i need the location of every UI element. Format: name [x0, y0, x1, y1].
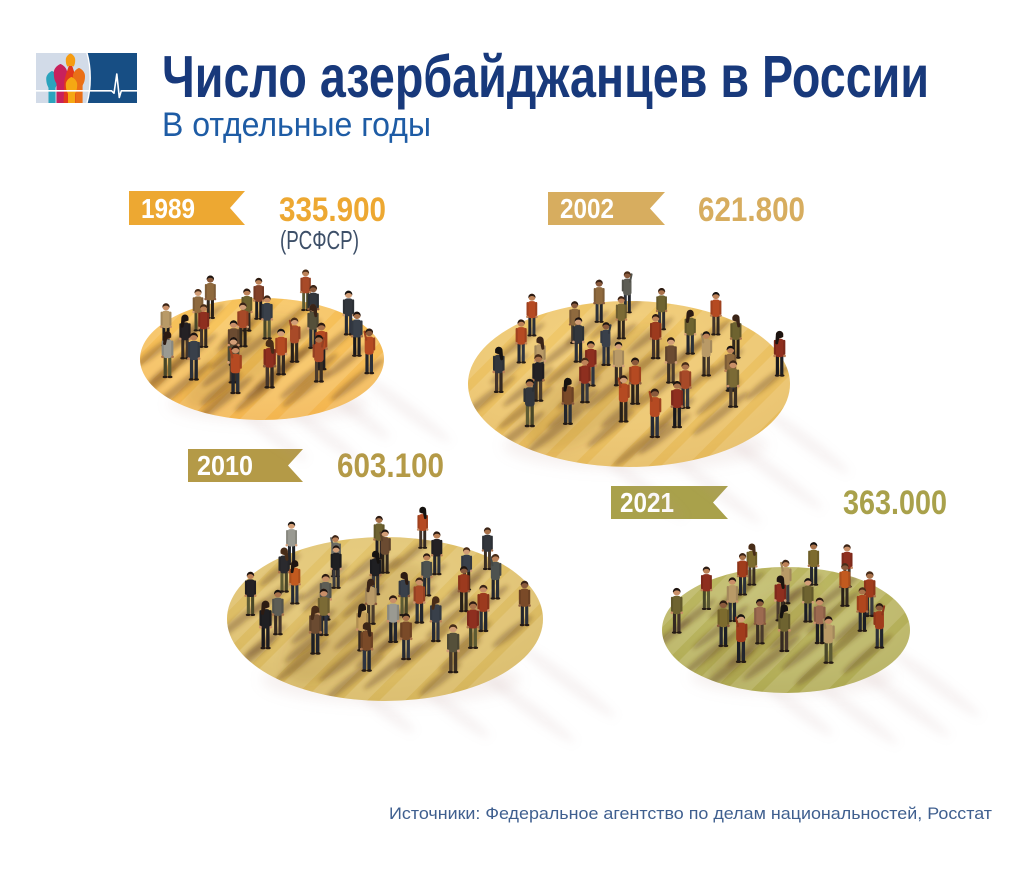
svg-text:621.800: 621.800 — [698, 191, 805, 229]
svg-text:(РСФСР): (РСФСР) — [280, 225, 359, 255]
svg-text:Число азербайджанцев в России: Число азербайджанцев в России — [162, 44, 929, 110]
svg-text:2002: 2002 — [560, 193, 614, 224]
svg-text:335.900: 335.900 — [279, 191, 386, 229]
svg-text:Источники: Федеральное агентст: Источники: Федеральное агентство по дела… — [389, 804, 992, 823]
svg-text:2010: 2010 — [197, 450, 253, 481]
svg-text:1989: 1989 — [141, 193, 195, 224]
svg-text:363.000: 363.000 — [843, 484, 947, 522]
svg-text:В отдельные годы: В отдельные годы — [162, 106, 431, 144]
